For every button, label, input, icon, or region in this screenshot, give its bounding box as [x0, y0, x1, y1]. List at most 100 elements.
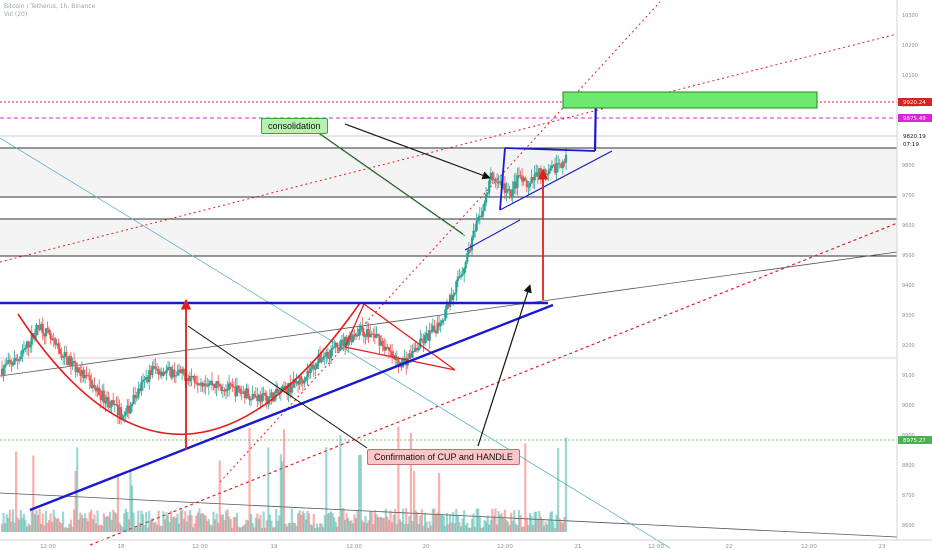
volume-bar — [212, 511, 215, 532]
candle-body — [455, 280, 458, 294]
volume-bar — [555, 514, 558, 532]
volume-bar — [77, 519, 80, 532]
candle-body — [223, 390, 226, 392]
candle-body — [149, 370, 152, 376]
candle-body — [459, 275, 463, 278]
red-dotted-trendline — [0, 33, 898, 263]
volume-bar — [362, 522, 365, 532]
price-tick-label: 10100 — [902, 73, 918, 79]
volume-bar — [149, 520, 152, 532]
volume-bar — [315, 523, 318, 532]
volume-bar — [354, 518, 358, 532]
candle-body — [312, 364, 315, 370]
volume-bar — [408, 516, 411, 532]
candle-body — [0, 369, 4, 375]
candle-body — [336, 342, 339, 348]
volume-bar — [63, 527, 66, 532]
volume-bar — [239, 527, 242, 532]
candle-body — [251, 394, 254, 400]
volume-bar — [192, 527, 195, 532]
volume-bar — [331, 513, 334, 532]
candle-body — [492, 179, 496, 181]
candle-body — [552, 164, 555, 166]
candle-body — [192, 375, 195, 378]
volume-bar — [353, 514, 356, 532]
candle-body — [276, 389, 279, 394]
volume-bar — [430, 525, 433, 532]
candle-body — [135, 397, 138, 399]
volume-bar — [433, 508, 436, 532]
volume-bar — [250, 514, 253, 532]
volume-bar — [112, 509, 115, 532]
candle-body — [359, 325, 362, 329]
candle-body — [461, 273, 464, 276]
volume-bar — [467, 527, 470, 532]
candle-body — [502, 183, 505, 189]
candle-body — [18, 359, 21, 361]
candle-body — [40, 324, 43, 330]
candle-body — [519, 175, 522, 177]
candle-body — [448, 295, 452, 307]
candle-body — [170, 367, 173, 378]
volume-bar — [49, 513, 52, 532]
candle-body — [68, 356, 71, 366]
candle-body — [129, 406, 132, 414]
candle-body — [4, 364, 7, 368]
candle-body — [444, 309, 447, 320]
candle-body — [381, 340, 384, 347]
candle-body — [226, 389, 229, 391]
volume-bar — [530, 515, 533, 532]
volume-bar — [384, 508, 387, 532]
volume-bar — [66, 527, 69, 532]
candle-body — [88, 375, 91, 381]
candle-body — [126, 405, 129, 412]
volume-bar — [524, 443, 527, 532]
volume-bar — [140, 510, 143, 532]
candle-body — [2, 367, 5, 375]
volume-bar — [46, 523, 49, 532]
volume-bar — [307, 513, 311, 532]
volume-bar — [358, 454, 361, 532]
volume-bar — [38, 508, 41, 532]
candle-body — [190, 375, 193, 378]
volume-bar — [83, 513, 87, 532]
candle-body — [207, 383, 210, 387]
candle-body — [257, 394, 261, 401]
candle-body — [41, 324, 44, 334]
candle-body — [218, 383, 221, 387]
candle-body — [370, 333, 373, 335]
time-tick-label: 12:00 — [40, 544, 56, 550]
volume-bar — [474, 526, 477, 532]
volume-bar — [27, 523, 30, 532]
target-box[interactable] — [562, 91, 818, 109]
volume-bar — [160, 526, 163, 532]
volume-bar — [163, 519, 167, 532]
volume-bar — [387, 520, 391, 532]
volume-bar — [152, 522, 156, 532]
volume-bar — [514, 523, 517, 532]
candle-body — [517, 175, 521, 177]
candle-body — [553, 164, 557, 173]
volume-bar — [400, 521, 403, 532]
candle-body — [315, 363, 318, 369]
volume-bar — [442, 516, 445, 532]
volume-bar — [90, 509, 93, 532]
candle-body — [203, 383, 206, 387]
candle-body — [60, 354, 63, 358]
candle-body — [356, 334, 359, 336]
volume-bar — [466, 522, 469, 532]
candle-body — [533, 174, 536, 181]
volume-bar — [369, 511, 372, 532]
volume-bar — [411, 521, 414, 532]
volume-bar — [257, 519, 261, 532]
volume-bar — [176, 513, 179, 532]
volume-bar — [470, 519, 474, 532]
candle-body — [25, 341, 29, 348]
price-label-text: 9820.19 — [903, 134, 926, 140]
volume-bar — [558, 518, 561, 532]
price-axis[interactable]: 1030010200101001000099009800970096009500… — [898, 13, 932, 529]
volume-bar — [137, 510, 140, 532]
time-axis[interactable]: 12:00 18 12:00 19 12:00 20 12:00 21 12:00 22 12:00… — [40, 544, 886, 550]
volume-bar — [414, 510, 417, 532]
